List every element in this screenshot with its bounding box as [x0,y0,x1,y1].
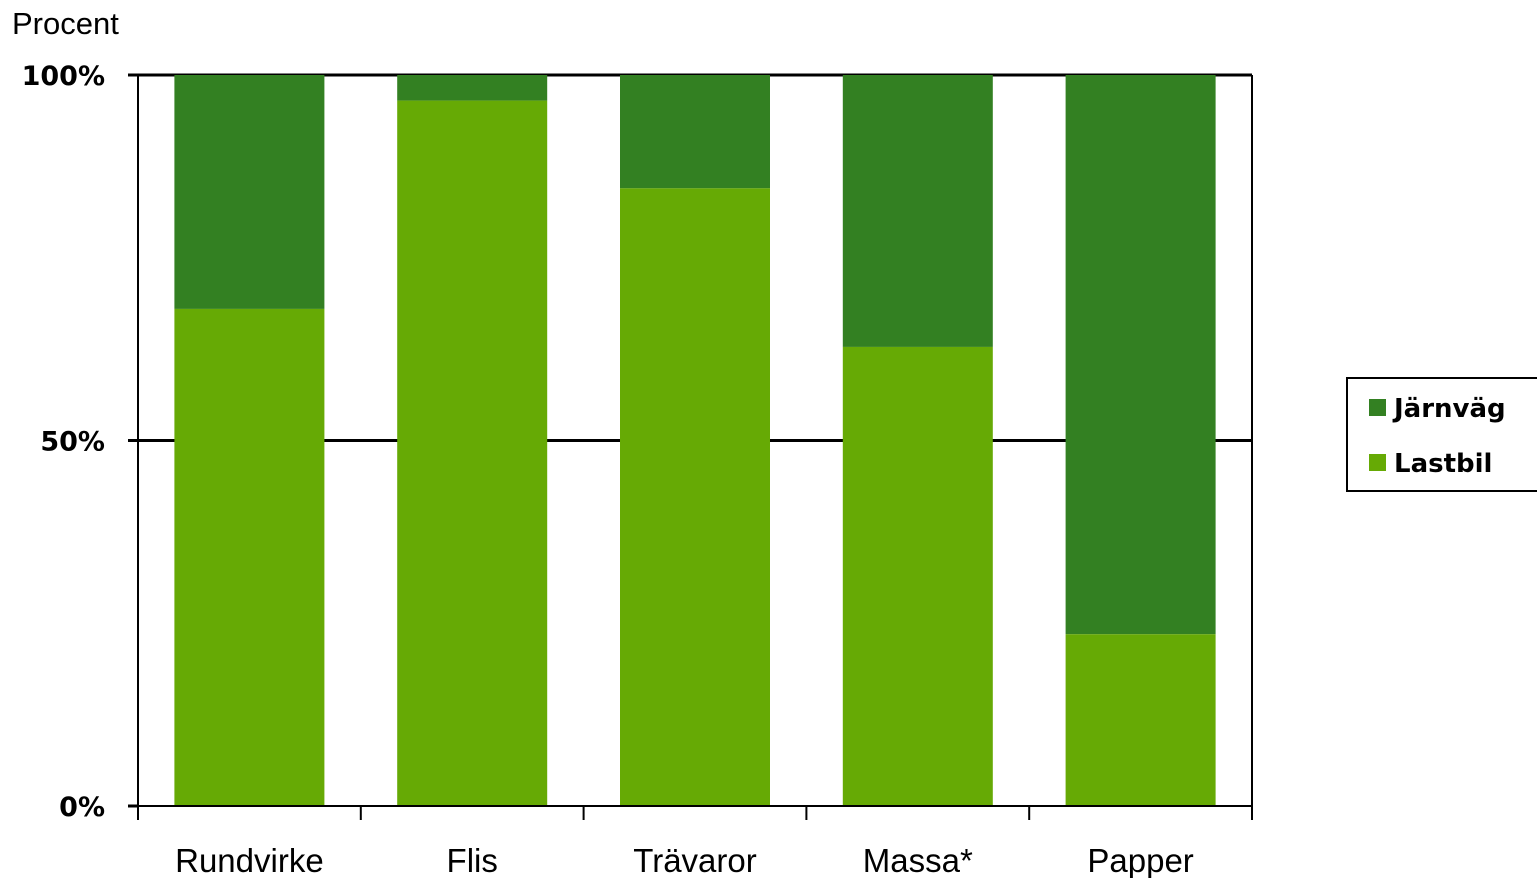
legend: Järnväg Lastbil [1346,377,1537,492]
bar-segment-lastbil [620,188,770,806]
bar-segment-lastbil [842,346,993,806]
legend-entry-label: Lastbil [1394,449,1492,479]
y-tick-label: 50% [40,427,105,458]
bars [174,75,1216,806]
bar-segment-jarnvag [174,75,325,309]
legend-swatch [1369,454,1386,471]
bar-segment-jarnvag [1065,75,1216,635]
x-tick-labels: Rundvirke Flis Trävaror Massa* Papper [175,842,1194,879]
y-tick-label: 100% [22,61,105,92]
bar-segment-lastbil [397,100,548,806]
x-tick-label: Trävaror [633,842,756,878]
legend-swatch [1369,399,1386,416]
x-tick-label: Papper [1087,842,1193,878]
bar-segment-lastbil [1065,634,1216,806]
bar-segment-jarnvag [620,75,770,189]
bar-segment-jarnvag [397,75,548,101]
y-tick-labels: 0% 50% 100% [22,61,138,823]
x-tick-label: Massa* [863,842,973,878]
x-tick-label: Rundvirke [175,842,324,878]
y-axis-label: Procent [12,6,119,41]
bar-segment-jarnvag [842,75,993,347]
legend-entry-label: Järnväg [1392,394,1506,424]
bar-segment-lastbil [174,308,325,806]
y-tick-label: 0% [59,792,105,823]
legend-box [1346,377,1537,492]
x-tick-label: Flis [447,842,498,878]
